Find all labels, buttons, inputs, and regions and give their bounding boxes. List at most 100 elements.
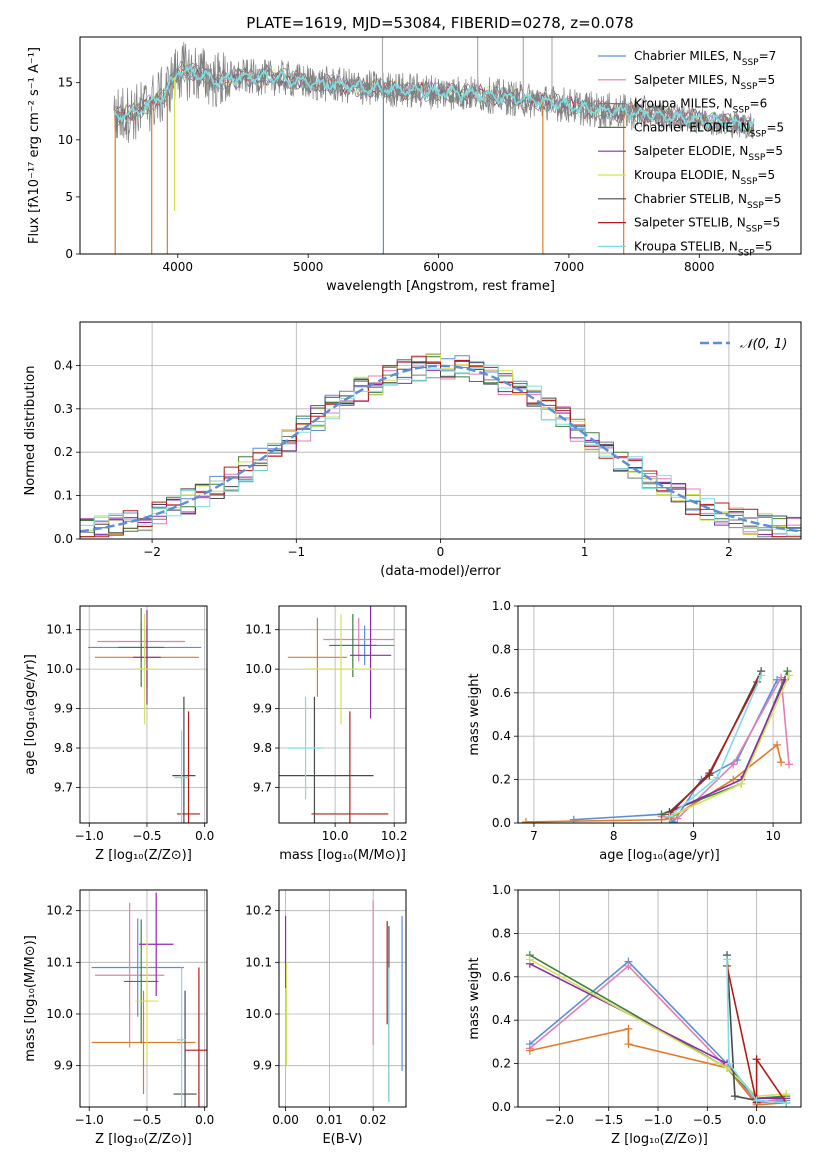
y-tick-label: 10.1 bbox=[46, 623, 73, 637]
x-tick-label: 0.00 bbox=[272, 1113, 299, 1127]
y-tick-label: 0.4 bbox=[492, 729, 511, 743]
y-tick-label: 0 bbox=[65, 247, 73, 261]
y-tick-label: 0.6 bbox=[492, 686, 511, 700]
y-tick-label: 0.6 bbox=[492, 970, 511, 984]
mass-weight-marker bbox=[782, 1098, 791, 1107]
y-tick-label: 1.0 bbox=[492, 883, 511, 897]
y-tick-label: 9.8 bbox=[253, 741, 272, 755]
y-tick-label: 9.9 bbox=[54, 702, 73, 716]
legend-label-sub: SSP bbox=[750, 129, 767, 139]
x-tick-label: 0 bbox=[437, 545, 445, 559]
mass-weight-marker bbox=[785, 671, 794, 680]
plot-area bbox=[521, 667, 794, 823]
y-tick-label: 10.0 bbox=[245, 662, 272, 676]
mass-weight-marker bbox=[737, 779, 746, 788]
legend-label: Kroupa STELIB, NSSP=5 bbox=[634, 239, 772, 258]
observed-spectrum-line bbox=[113, 41, 755, 143]
legend-label-tail: =7 bbox=[759, 49, 777, 63]
mass-weight-marker bbox=[725, 1059, 734, 1068]
y-tick-label: 9.8 bbox=[54, 741, 73, 755]
y-tick-label: 9.9 bbox=[253, 702, 272, 716]
y-tick-label: 0.3 bbox=[54, 402, 73, 416]
axes-frame bbox=[517, 889, 802, 1108]
gaussian-curve bbox=[80, 364, 801, 533]
legend-label-tail: =5 bbox=[757, 73, 775, 87]
mass-weight-marker bbox=[752, 1096, 761, 1105]
legend: 𝒩(0, 1) bbox=[700, 337, 787, 352]
y-tick-label: 0.4 bbox=[492, 1013, 511, 1027]
x-tick-label: 9 bbox=[690, 829, 698, 843]
mass-weight-marker bbox=[729, 775, 738, 784]
legend-label-sub: SSP bbox=[741, 177, 758, 187]
legend-label: Kroupa ELODIE, NSSP=5 bbox=[634, 168, 775, 187]
y-tick-label: 10.2 bbox=[245, 904, 272, 918]
x-axis-label: mass [log₁₀(M/M⊙)] bbox=[279, 848, 406, 863]
axes-frame bbox=[79, 321, 802, 540]
legend-label: Chabrier MILES, NSSP=7 bbox=[634, 49, 776, 68]
mass-weight-marker bbox=[673, 814, 682, 823]
y-axis-label: mass [log₁₀(M/M⊙)] bbox=[23, 935, 38, 1062]
x-tick-label: 10.2 bbox=[381, 829, 408, 843]
y-tick-label: 10.0 bbox=[245, 1007, 272, 1021]
x-tick-label: −2.0 bbox=[545, 1113, 574, 1127]
x-tick-label: 4000 bbox=[163, 260, 194, 274]
legend-label-tail: =5 bbox=[763, 216, 781, 230]
axes-frame bbox=[79, 36, 802, 255]
legend-label-tail: =5 bbox=[766, 120, 784, 134]
legend-label-tail: =5 bbox=[757, 168, 775, 182]
y-tick-label: 10.0 bbox=[46, 1007, 73, 1021]
mass-weight-marker bbox=[757, 671, 766, 680]
mass-weight-line bbox=[529, 1027, 787, 1106]
mass-weight-marker bbox=[624, 1040, 633, 1049]
x-axis-label: Z [log₁₀(Z/Z⊙)] bbox=[611, 1132, 708, 1147]
x-tick-label: 1 bbox=[581, 545, 589, 559]
x-tick-label: 8000 bbox=[684, 260, 715, 274]
legend-label-base: Salpeter ELODIE, N bbox=[634, 144, 748, 158]
panel-mass_vs_Z: −1.0 −0.5 0.0 9.9 10.0 10.1 10.2 Z [log₁₀(Z/Z⊙)… bbox=[23, 889, 214, 1147]
residual-histogram-step bbox=[80, 364, 801, 536]
legend-label-base: Chabrier MILES, N bbox=[634, 49, 742, 63]
plot-area bbox=[113, 37, 755, 254]
y-tick-label: 9.9 bbox=[253, 1059, 272, 1073]
x-tick-label: 0.0 bbox=[747, 1113, 766, 1127]
plot-area bbox=[80, 353, 801, 538]
x-tick-label: 0.0 bbox=[195, 829, 214, 843]
x-tick-label: −1.0 bbox=[75, 1113, 104, 1127]
legend-label-base: Kroupa MILES, N bbox=[634, 97, 733, 111]
legend-label-base: Chabrier ELODIE, N bbox=[634, 120, 750, 134]
x-tick-label: −1.0 bbox=[643, 1113, 672, 1127]
x-axis-label: Z [log₁₀(Z/Z⊙)] bbox=[95, 1132, 192, 1147]
y-tick-label: 1.0 bbox=[492, 599, 511, 613]
mass-weight-marker bbox=[730, 1092, 739, 1101]
axes-frame bbox=[517, 605, 802, 824]
axes-frame bbox=[278, 889, 407, 1108]
legend-label-base: Kroupa STELIB, N bbox=[634, 239, 738, 253]
y-tick-label: 0.8 bbox=[492, 926, 511, 940]
panel-mass_vs_EBV: 0.00 0.01 0.02 9.9 10.0 10.1 10.2 E(B-V) bbox=[245, 889, 407, 1147]
y-tick-label: 15 bbox=[58, 76, 73, 90]
x-tick-label: −1.0 bbox=[75, 829, 104, 843]
panel-mass_weight_vs_age: 7 8 9 10 0.0 0.2 0.4 0.6 0.8 1.0 age [log₁₀(age/yr… bbox=[467, 599, 802, 863]
mass-weight-marker bbox=[569, 815, 578, 823]
y-tick-label: 5 bbox=[65, 190, 73, 204]
legend-label-base: Salpeter STELIB, N bbox=[634, 216, 746, 230]
mass-weight-line bbox=[726, 959, 787, 1104]
mass-weight-line bbox=[661, 674, 790, 820]
mass-weight-marker bbox=[785, 760, 794, 769]
mass-weight-marker bbox=[723, 955, 732, 964]
x-tick-label: 5000 bbox=[293, 260, 324, 274]
y-tick-label: 0.2 bbox=[54, 445, 73, 459]
x-axis-label: wavelength [Angstrom, rest frame] bbox=[326, 279, 555, 294]
x-axis-label: E(B-V) bbox=[322, 1132, 362, 1147]
panel-mass_weight_vs_Z: −2.0 −1.5 −1.0 −0.5 0.0 0.0 0.2 0.4 0.6 0.8 1.0 Z [… bbox=[467, 883, 802, 1147]
mass-weight-line bbox=[529, 958, 787, 1098]
y-tick-label: 9.9 bbox=[54, 1059, 73, 1073]
x-tick-label: 0.01 bbox=[316, 1113, 343, 1127]
y-tick-label: 10 bbox=[58, 133, 73, 147]
legend-label-sub: SSP bbox=[742, 58, 759, 68]
x-tick-label: −0.5 bbox=[132, 1113, 161, 1127]
x-tick-label: −1.5 bbox=[594, 1113, 623, 1127]
legend-label-sub: SSP bbox=[746, 225, 763, 235]
legend-label: Salpeter STELIB, NSSP=5 bbox=[634, 216, 780, 235]
y-tick-label: 10.2 bbox=[46, 904, 73, 918]
